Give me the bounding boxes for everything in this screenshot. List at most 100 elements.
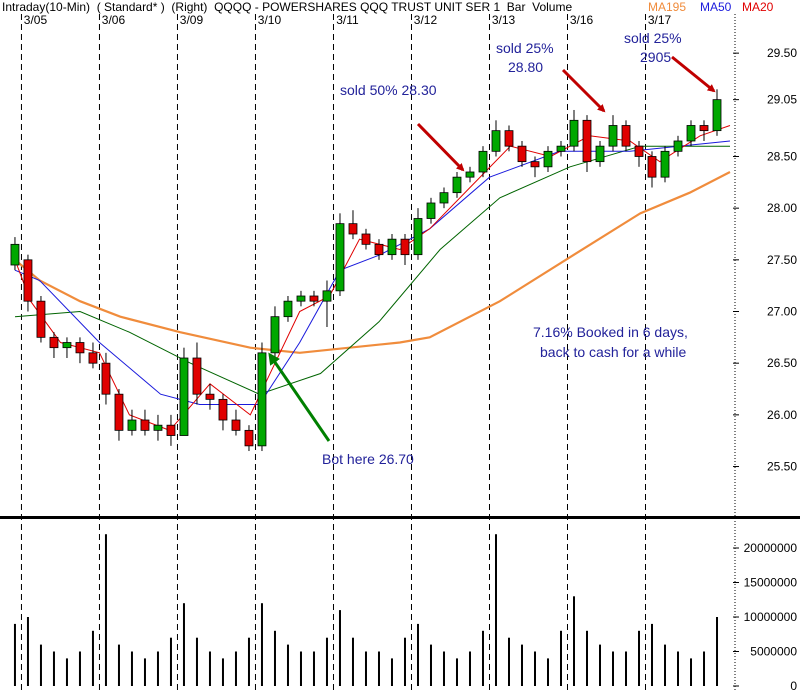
candle-body xyxy=(335,223,345,292)
candle-body xyxy=(634,145,644,157)
volume-bar xyxy=(247,637,250,686)
volume-bar xyxy=(221,658,224,686)
volume-bar xyxy=(260,603,263,686)
candle-body xyxy=(10,243,20,266)
volume-bar xyxy=(39,644,42,686)
volume-bar xyxy=(65,658,68,686)
candle-body xyxy=(231,419,241,431)
candle-body xyxy=(127,419,137,431)
day-label: 3/09 xyxy=(180,13,204,27)
candle-body xyxy=(517,145,527,163)
volume-bar xyxy=(638,630,641,686)
annotation: 2905 xyxy=(640,49,671,65)
y-tick-label: 26.50 xyxy=(767,356,797,370)
day-label: 3/06 xyxy=(102,13,126,27)
volume-tick-label: 0 xyxy=(790,679,797,690)
annotation: sold 25% xyxy=(624,30,682,46)
candle-body xyxy=(413,218,423,256)
moving-average xyxy=(14,145,730,395)
annotation: sold 25% xyxy=(496,40,554,56)
candle-body xyxy=(569,119,579,147)
candle-body xyxy=(283,300,293,318)
volume-tick-label: 15000000 xyxy=(744,576,798,590)
day-label: 3/12 xyxy=(414,13,438,27)
volume-bar xyxy=(416,623,419,686)
volume-bar xyxy=(468,651,471,686)
candle-body xyxy=(465,171,475,178)
y-tick-label: 27.00 xyxy=(767,305,797,319)
candle-body xyxy=(660,150,670,178)
volume-bar xyxy=(325,637,328,686)
volume-bar xyxy=(195,637,198,686)
candle-body xyxy=(426,202,436,219)
volume-bar xyxy=(91,630,94,686)
volume-bar xyxy=(377,651,380,686)
volume-bar xyxy=(26,617,29,686)
volume-tick-label: 5000000 xyxy=(750,645,797,659)
volume-bar xyxy=(403,637,406,686)
candle-body xyxy=(686,125,696,142)
volume-tick-label: 20000000 xyxy=(744,541,798,555)
candle-body xyxy=(400,238,410,256)
candle-body xyxy=(608,125,618,147)
volume-bar xyxy=(481,630,484,686)
volume-bar xyxy=(494,534,497,686)
legend-entry: MA50 xyxy=(700,0,732,14)
volume-bar xyxy=(612,651,615,686)
candle-body xyxy=(192,357,202,395)
candle-body xyxy=(374,243,384,256)
arrow xyxy=(268,352,331,442)
candle-body xyxy=(62,342,72,349)
candle-body xyxy=(49,336,59,349)
candle-body xyxy=(556,145,566,152)
candle-body xyxy=(218,398,228,421)
volume-bar xyxy=(169,637,172,686)
candle-body xyxy=(699,125,709,132)
legend-entry: MA195 xyxy=(648,0,686,14)
candle-body xyxy=(543,150,553,168)
candle-body xyxy=(452,176,462,194)
volume-bar xyxy=(286,644,289,686)
y-tick-label: 28.00 xyxy=(767,201,797,215)
panel-separator xyxy=(0,516,800,519)
volume-bar xyxy=(625,651,628,686)
candle-body xyxy=(478,150,488,173)
candle-body xyxy=(140,419,150,431)
day-label: 3/10 xyxy=(258,13,282,27)
volume-bar xyxy=(364,651,367,686)
arrow xyxy=(671,55,716,93)
y-tick-label: 29.05 xyxy=(767,93,797,107)
volume-bar xyxy=(351,637,354,686)
volume-bar xyxy=(599,644,602,686)
day-label: 3/17 xyxy=(648,13,672,27)
candle-body xyxy=(88,352,98,364)
candle-body xyxy=(322,290,332,302)
volume-bar xyxy=(390,658,393,686)
annotation: Bot here 26.70 xyxy=(322,451,414,467)
candle-body xyxy=(23,259,33,302)
y-tick-label: 25.50 xyxy=(767,460,797,474)
candle-body xyxy=(296,295,306,302)
y-tick-label: 28.50 xyxy=(767,149,797,163)
candle-body xyxy=(114,393,124,431)
volume-bar xyxy=(104,534,107,686)
volume-bar xyxy=(312,651,315,686)
volume-bar xyxy=(455,658,458,686)
volume-layer xyxy=(13,534,719,686)
volume-bar xyxy=(52,651,55,686)
volume-bar xyxy=(208,651,211,686)
volume-bar xyxy=(299,651,302,686)
text-layer: 3/05 3/06 3/09 3/10 3/11 3/12 3/13 3/16 3/17 25.5… xyxy=(24,0,798,690)
day-label: 3/16 xyxy=(570,13,594,27)
candle-body xyxy=(205,393,215,400)
volume-bar xyxy=(182,603,185,686)
candle-body xyxy=(179,357,189,436)
arrow xyxy=(416,122,465,172)
chart-title: Intraday(10-Min) ( Standard* ) (Right) Q… xyxy=(2,0,572,14)
candle-body xyxy=(75,342,85,354)
volume-bar xyxy=(677,651,680,686)
candle-body xyxy=(348,223,358,235)
day-label: 3/11 xyxy=(336,13,359,27)
